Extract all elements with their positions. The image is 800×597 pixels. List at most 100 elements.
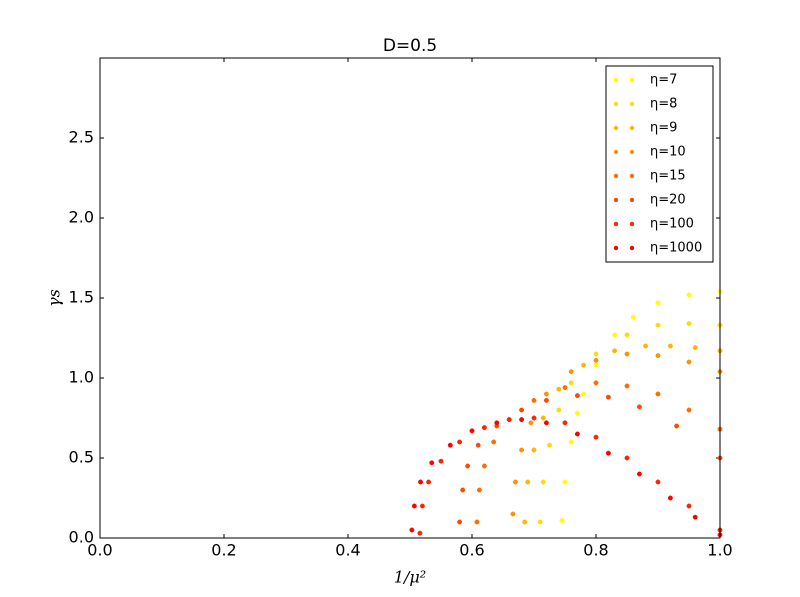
point — [481, 463, 487, 469]
point — [593, 357, 599, 363]
legend-marker — [629, 173, 635, 179]
point — [474, 519, 480, 525]
point — [528, 420, 534, 426]
legend-marker — [613, 173, 619, 179]
point — [636, 471, 642, 477]
legend-marker — [629, 77, 635, 83]
point — [481, 425, 487, 431]
point — [643, 343, 649, 349]
legend-marker — [613, 77, 619, 83]
point — [543, 391, 549, 397]
point — [543, 397, 549, 403]
point — [692, 514, 698, 520]
point — [568, 369, 574, 375]
point — [655, 353, 661, 359]
point — [494, 420, 500, 426]
x-tick-label: 0.8 — [583, 541, 608, 560]
plot-frame — [99, 57, 721, 539]
point — [476, 487, 482, 493]
point — [411, 503, 417, 509]
legend-label: η=1000 — [650, 241, 702, 256]
legend-marker — [629, 197, 635, 203]
legend-label: η=8 — [650, 97, 677, 112]
point — [562, 420, 568, 426]
legend-marker — [613, 101, 619, 107]
point — [624, 455, 630, 461]
point — [531, 415, 537, 421]
point — [593, 434, 599, 440]
point — [510, 511, 516, 517]
point — [574, 393, 580, 399]
point — [419, 503, 425, 509]
point — [624, 332, 630, 338]
point — [457, 519, 463, 525]
point — [686, 292, 692, 298]
point — [568, 439, 574, 445]
point — [522, 519, 528, 525]
point — [655, 322, 661, 328]
legend-label: η=7 — [650, 73, 677, 88]
point — [568, 380, 574, 386]
legend-marker — [629, 101, 635, 107]
point — [475, 442, 481, 448]
point — [469, 428, 475, 434]
x-tick-label: 0.4 — [335, 541, 360, 560]
point — [605, 394, 611, 400]
point — [409, 527, 415, 533]
legend-label: η=9 — [650, 121, 677, 136]
point — [667, 495, 673, 501]
legend-marker — [613, 149, 619, 155]
point — [417, 530, 423, 536]
point — [447, 442, 453, 448]
point — [465, 463, 471, 469]
legend-marker — [613, 221, 619, 227]
x-tick-label: 0.0 — [87, 541, 112, 560]
point — [655, 300, 661, 306]
point — [624, 351, 630, 357]
legend-marker — [629, 125, 635, 131]
point — [686, 407, 692, 413]
point — [593, 362, 599, 368]
point — [537, 519, 543, 525]
point — [457, 439, 463, 445]
y-tick-label: 1.5 — [69, 288, 94, 307]
point — [429, 460, 435, 466]
legend-box — [605, 65, 714, 263]
x-tick-label: 1.0 — [707, 541, 732, 560]
point — [543, 420, 549, 426]
point — [559, 517, 565, 523]
point — [667, 343, 673, 349]
legend-label: η=10 — [650, 145, 686, 160]
point — [630, 314, 636, 320]
chart-title: D=0.5 — [383, 36, 437, 56]
point — [593, 351, 599, 357]
point — [556, 407, 562, 413]
point — [512, 479, 518, 485]
legend-marker — [629, 221, 635, 227]
y-tick-label: 2.0 — [69, 208, 94, 227]
point — [574, 410, 580, 416]
point — [655, 479, 661, 485]
point — [605, 450, 611, 456]
point — [525, 479, 531, 485]
point — [540, 415, 546, 421]
point — [612, 348, 618, 354]
point — [612, 332, 618, 338]
legend-marker — [613, 245, 619, 251]
legend-label: η=20 — [650, 193, 686, 208]
point — [547, 442, 552, 448]
point — [460, 487, 466, 493]
point — [506, 417, 512, 423]
point — [519, 417, 525, 423]
y-tick-label: 0.0 — [69, 528, 94, 547]
legend-label: η=100 — [650, 217, 694, 232]
legend-marker — [629, 245, 635, 251]
y-tick-label: 1.0 — [69, 368, 94, 387]
x-axis-label: 1/μ² — [394, 568, 426, 587]
y-tick-label: 0.5 — [69, 448, 94, 467]
point — [531, 397, 537, 403]
point — [581, 391, 587, 397]
point — [636, 404, 642, 410]
